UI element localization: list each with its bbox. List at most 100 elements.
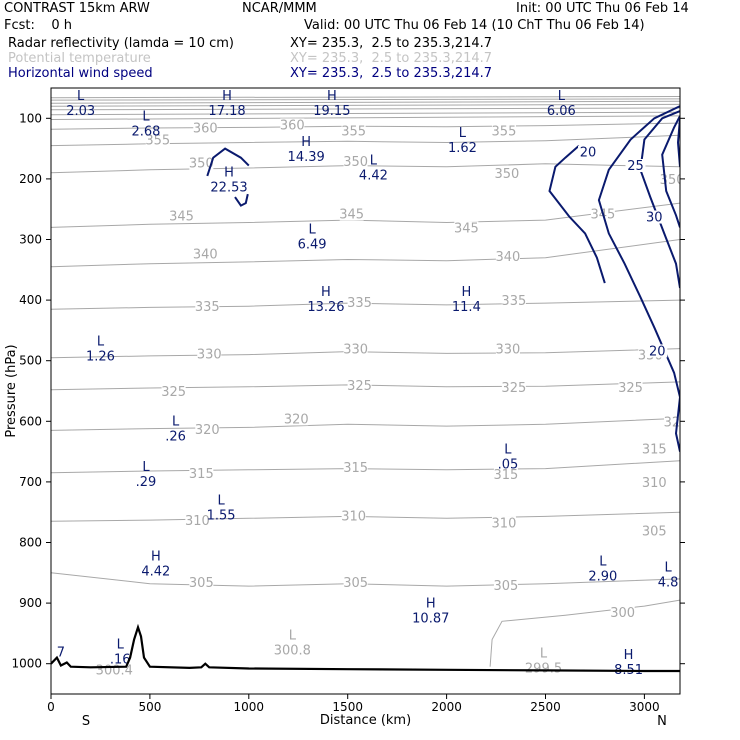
theta-label-bg [343,154,368,168]
theta-contour-390 [51,103,680,107]
wind-label: 20 [580,146,597,161]
wind-contour-20 [597,105,680,452]
theta-label-bg [454,221,479,235]
theta-label: 335 [195,300,220,315]
y-tick-label: 400 [19,293,42,307]
theta-label-bg [193,247,218,261]
extremum-value: 6.06 [547,104,576,119]
field-name-wind: Horizontal wind speed [8,66,153,81]
theta-label-bg [189,575,214,589]
y-tick-label: 200 [19,172,42,186]
theta-label-bg [495,249,520,263]
theta-label-bg [642,524,667,538]
theta-label: 315 [189,467,214,482]
extremum-value: 2.03 [66,104,95,119]
theta-label: 325 [501,381,526,396]
extremum-marker: L [558,89,566,104]
extremum-value: .05 [498,457,519,472]
theta-label-bg [341,124,366,138]
theta-label: 360 [193,121,218,136]
theta-label-bg [642,442,667,456]
extremum-marker: L [172,415,180,430]
wind-label-bg [644,210,665,224]
extremum-marker: H [624,648,634,663]
extremum-value: .26 [165,430,186,445]
wind-contour-30 [661,115,680,228]
theta-label: 315 [343,461,368,476]
extremum-value: 11.4 [452,300,481,315]
theta-label-bg [339,207,364,221]
wind-contour-25 [639,110,680,289]
extremum-marker: H [151,550,161,565]
theta-label-bg [642,475,667,489]
y-axis-label: Pressure (hPa) [4,344,19,437]
theta-label: 345 [454,221,479,236]
wind-label-bg [625,158,646,172]
extremum-marker: L [459,126,467,141]
theta-label-bg [495,342,520,356]
theta-label: 360 [280,118,305,133]
theta-label-bg [501,380,526,394]
theta-label-bg [493,468,518,482]
theta-label: 325 [347,379,372,394]
theta-label-bg [343,342,368,356]
theta-label: 330 [496,343,521,358]
extremum-value: 2.90 [588,570,617,585]
theta-label: 310 [341,509,366,524]
theta-contour-370 [51,111,680,116]
theta-label-bg [280,118,305,132]
theta-label: 330 [343,343,368,358]
theta-label-bg [493,578,518,592]
wind-label: 25 [627,159,644,174]
extremum-marker: L [142,460,150,475]
field-xy-reflectivity: XY= 235.3, 2.5 to 235.3,214.7 [290,36,493,51]
wind-contour-20 [676,118,680,167]
extremum-value: 4.42 [141,565,170,580]
theta-label-bg [347,378,372,392]
theta-label-bg [185,514,210,528]
x-tick-label: 2000 [431,700,462,714]
extremum-value: 10.87 [412,611,449,626]
theta-label-bg [189,466,214,480]
extremum-marker: H [321,285,331,300]
extremum-marker: L [599,555,607,570]
wind-label-bg [647,344,668,358]
wind-label-bg [578,145,599,159]
field-xy-wind: XY= 235.3, 2.5 to 235.3,214.7 [290,66,493,81]
y-tick-label: 600 [19,414,42,428]
theta-label: 310 [185,514,210,529]
theta-label-bg [169,209,194,223]
theta-label: 345 [169,209,194,224]
extremum-value: 1.26 [86,350,115,365]
terrain-line [51,623,680,673]
theta-label-bg [343,575,368,589]
theta-label: 300 [610,606,635,621]
theta-label: 325 [161,385,186,400]
theta-label: 355 [145,134,170,149]
x-tick-label: 1500 [332,700,363,714]
theta-label-bg [145,133,170,147]
extremum-marker: L [117,638,125,653]
extremum-marker: H [222,89,232,104]
extremum-value: .16 [110,653,131,668]
field-xy-theta: XY= 235.3, 2.5 to 235.3,214.7 [290,51,493,66]
extremum-marker: H [301,135,311,150]
theta-label-bg [610,606,635,620]
extremum-marker: L [97,335,105,350]
extremum-marker: L [504,442,512,457]
theta-label: 320 [195,423,220,438]
forecast-hour: Fcst: 0 h [4,18,73,33]
extremum-marker: L [540,647,548,662]
theta-contour-400 [51,100,680,104]
theta-label-bg [197,347,222,361]
theta-label-bg [189,156,214,170]
extremum-marker: L [289,628,297,643]
extremum-marker: L [665,561,673,576]
theta-label: 340 [193,247,218,262]
extremum-marker: L [142,110,150,125]
extremum-marker: L [370,153,378,168]
extremum-marker: H [461,285,471,300]
theta-label-bg [347,295,372,309]
theta-label: 330 [197,347,222,362]
